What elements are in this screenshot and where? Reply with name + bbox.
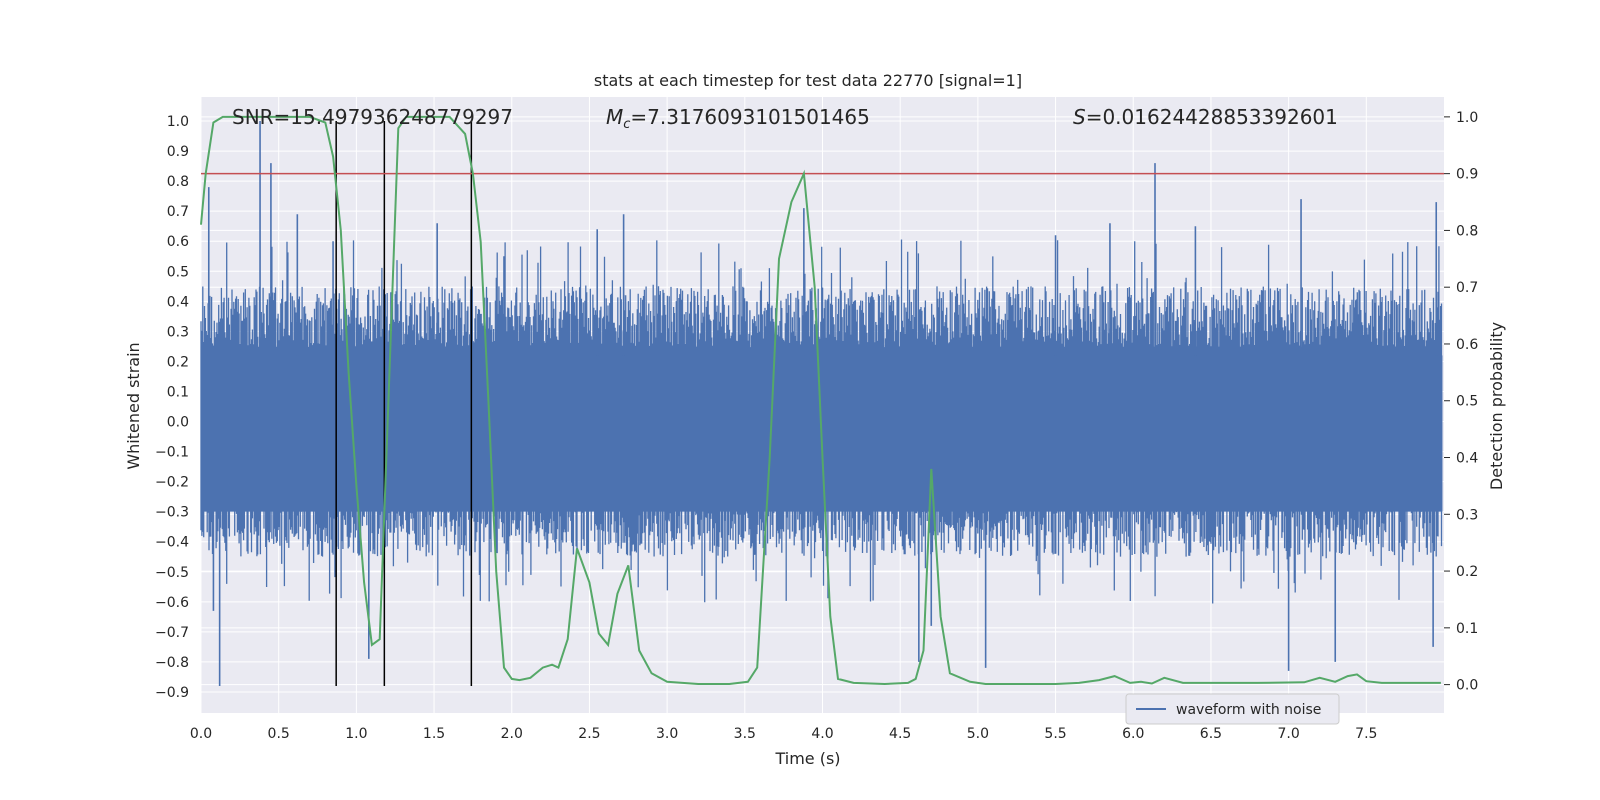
y-tick-label-right: 0.2 <box>1456 564 1478 580</box>
x-tick-label: 6.5 <box>1200 726 1222 742</box>
y-tick-label-left: 0.6 <box>167 234 189 250</box>
detection-probability-line <box>200 115 1441 686</box>
y-axis-label-left: Whitened strain <box>124 342 143 469</box>
y-tick-label-left: −0.2 <box>155 475 189 491</box>
spin-value: =0.01624428853392601 <box>1086 105 1338 129</box>
spin-annotation: S=0.01624428853392601 <box>1073 105 1338 129</box>
x-tick-label: 5.0 <box>967 726 989 742</box>
chart-title: stats at each timestep for test data 227… <box>594 71 1022 90</box>
tick-labels: 0.0 0.5 1.0 1.5 2.0 2.5 3.0 3.5 4.0 4.5 5.0 5.5 6.0 6… <box>155 110 1478 742</box>
chirp-mass-subscript: c <box>623 117 630 132</box>
x-tick-label: 4.5 <box>889 726 911 742</box>
y-tick-label-right: 0.6 <box>1456 337 1478 353</box>
y-tick-label-left: 0.5 <box>167 264 189 280</box>
x-tick-label: 0.0 <box>190 726 212 742</box>
x-tick-label: 4.0 <box>811 726 833 742</box>
x-tick-label: 5.5 <box>1044 726 1066 742</box>
y-tick-label-left: −0.9 <box>155 685 189 701</box>
chirp-mass-value: =7.3176093101501465 <box>630 105 869 129</box>
x-tick-label: 3.5 <box>734 726 756 742</box>
y-tick-label-left: 1.0 <box>167 114 189 130</box>
y-tick-label-left: −0.4 <box>155 535 189 551</box>
chirp-mass-annotation: Mc=7.3176093101501465 <box>606 105 870 132</box>
y-tick-label-left: −0.3 <box>155 505 189 521</box>
y-tick-label-left: 0.1 <box>167 384 189 400</box>
y-tick-label-right: 0.4 <box>1456 451 1478 467</box>
y-tick-label-left: −0.1 <box>155 445 189 461</box>
x-tick-label: 6.0 <box>1122 726 1144 742</box>
y-tick-label-left: 0.9 <box>167 144 189 160</box>
y-tick-label-right: 0.0 <box>1456 678 1478 694</box>
y-tick-label-right: 0.9 <box>1456 167 1478 183</box>
y-tick-label-left: 0.7 <box>167 204 189 220</box>
x-tick-label: 2.5 <box>578 726 600 742</box>
y-tick-label-right: 1.0 <box>1456 110 1478 126</box>
y-tick-label-right: 0.5 <box>1456 394 1478 410</box>
snr-annotation: SNR=15.497936248779297 <box>232 105 513 129</box>
y-tick-label-right: 0.7 <box>1456 280 1478 296</box>
vertical-markers <box>335 121 473 686</box>
y-tick-label-left: 0.8 <box>167 174 189 190</box>
y-tick-label-right: 0.8 <box>1456 223 1478 239</box>
chirp-mass-symbol: M <box>606 105 623 129</box>
y-tick-label-left: 0.4 <box>167 294 189 310</box>
x-tick-label: 1.0 <box>345 726 367 742</box>
y-tick-label-left: 0.2 <box>167 354 189 370</box>
x-tick-label: 7.5 <box>1355 726 1377 742</box>
x-tick-label: 3.0 <box>656 726 678 742</box>
spin-symbol: S <box>1073 105 1086 129</box>
x-tick-label: 0.5 <box>268 726 290 742</box>
y-tick-label-left: 0.3 <box>167 324 189 340</box>
y-tick-label-right: 0.1 <box>1456 621 1478 637</box>
legend-box <box>1125 693 1340 725</box>
y-tick-label-left: −0.6 <box>155 595 189 611</box>
x-axis-label: Time (s) <box>774 749 840 768</box>
legend-entry-waveform: waveform with noise <box>1176 702 1321 718</box>
y-axis-label-right: Detection probability <box>1487 322 1506 490</box>
probability-layer <box>200 115 1441 686</box>
y-tick-label-left: 0.0 <box>167 415 189 431</box>
x-tick-label: 7.0 <box>1277 726 1299 742</box>
y-tick-label-right: 0.3 <box>1456 507 1478 523</box>
legend: waveform with noise <box>1125 693 1340 725</box>
y-tick-label-left: −0.5 <box>155 565 189 581</box>
x-tick-label: 2.0 <box>501 726 523 742</box>
y-tick-label-left: −0.7 <box>155 625 189 641</box>
x-tick-label: 1.5 <box>423 726 445 742</box>
y-tick-label-left: −0.8 <box>155 655 189 671</box>
